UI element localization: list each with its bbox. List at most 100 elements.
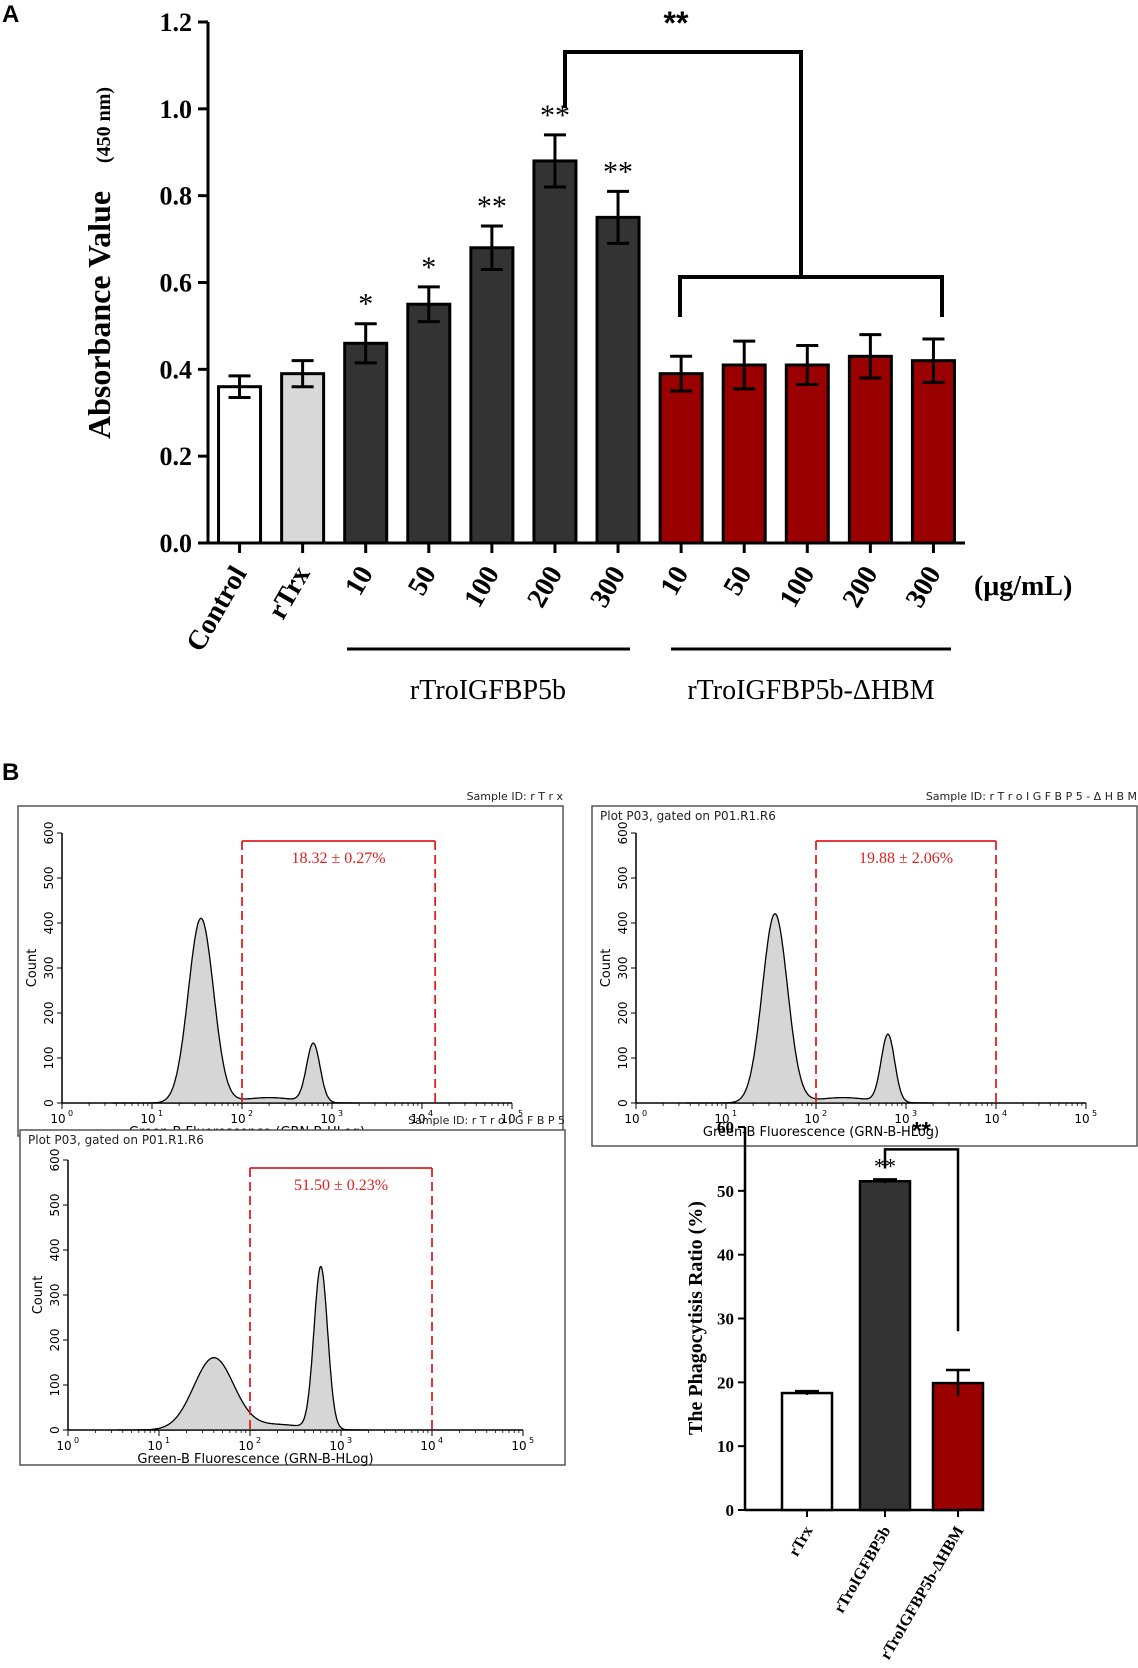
hist-x-tick-exponent: 1 xyxy=(165,1436,170,1445)
a-x-tick-label: 200 xyxy=(837,561,885,613)
a-bar xyxy=(280,372,326,545)
hist-y-label: Count xyxy=(25,949,40,988)
group2-label: rTroIGFBP5b-ΔHBM xyxy=(687,675,934,706)
hist-curve xyxy=(685,913,933,1104)
a-y-tick-label: 0.0 xyxy=(160,529,193,558)
hist-x-tick-label: 10 xyxy=(147,1439,162,1453)
hist-y-tick-label: 600 xyxy=(616,822,630,845)
hist-x-tick-label: 10 xyxy=(420,1439,435,1453)
hist-x-tick-label: 10 xyxy=(50,1112,65,1126)
hist-x-tick-exponent: 4 xyxy=(428,1109,433,1118)
histogram-rtrx: Sample ID: r T r x0100200300400500600Cou… xyxy=(17,790,564,1140)
hist-x-tick-exponent: 0 xyxy=(642,1109,647,1118)
a-bar xyxy=(721,363,767,545)
hist-x-tick-label: 10 xyxy=(984,1112,999,1126)
hist-x-tick-label: 10 xyxy=(410,1112,425,1126)
hist-y-tick-label: 400 xyxy=(616,912,630,935)
a-bar xyxy=(469,246,515,545)
b-bar xyxy=(931,1381,985,1512)
a-x-tick-label: 50 xyxy=(717,561,758,601)
hist-x-tick-label: 10 xyxy=(56,1439,71,1453)
hist-x-tick-label: 10 xyxy=(238,1439,253,1453)
hist-x-label: Green-B Fluorescence (GRN-B-HLog) xyxy=(703,1125,939,1140)
a-significance: * xyxy=(358,288,373,321)
a-x-tick-label: 50 xyxy=(402,561,443,601)
a-bar xyxy=(847,354,893,545)
b-y-tick-label: 20 xyxy=(717,1373,734,1392)
a-bar xyxy=(217,385,263,545)
hist-x-tick-exponent: 0 xyxy=(68,1109,73,1118)
hist-gate-text: Plot P03, gated on P01.R1.R6 xyxy=(600,809,776,823)
hist-y-tick-label: 500 xyxy=(616,867,630,890)
hist-y-tick-label: 100 xyxy=(616,1047,630,1070)
hist-x-tick-exponent: 3 xyxy=(912,1109,917,1118)
hist-gate-text: Plot P03, gated on P01.R1.R6 xyxy=(28,1133,204,1147)
hist-x-tick-exponent: 2 xyxy=(822,1109,827,1118)
hist-y-label: Count xyxy=(599,949,614,988)
hist-x-tick-exponent: 5 xyxy=(529,1436,534,1445)
hist-x-tick-exponent: 1 xyxy=(732,1109,737,1118)
hist-curve xyxy=(118,1265,369,1431)
hist-frame xyxy=(17,805,564,1137)
hist-x-tick-label: 10 xyxy=(511,1439,526,1453)
b-bar xyxy=(780,1391,834,1512)
a-x-tick-label: 200 xyxy=(521,561,569,613)
histogram-rtroigfbp5-dhbm: Sample ID: r T r o I G F B P 5 - Δ H B M… xyxy=(591,790,1138,1147)
hist-x-tick-label: 10 xyxy=(714,1112,729,1126)
a-x-tick-label: 100 xyxy=(458,561,506,613)
b-y-tick-label: 40 xyxy=(717,1246,734,1265)
hist-x-tick-label: 10 xyxy=(230,1112,245,1126)
a-bar xyxy=(658,372,704,545)
hist-sample-id: Sample ID: r T r x xyxy=(467,790,564,803)
b-y-tick-label: 50 xyxy=(717,1182,734,1201)
a-y-tick-label: 0.8 xyxy=(160,182,193,211)
a-y-tick-label: 1.0 xyxy=(160,95,193,124)
hist-y-tick-label: 400 xyxy=(42,912,56,935)
hist-x-tick-exponent: 0 xyxy=(74,1436,79,1445)
hist-x-tick-exponent: 2 xyxy=(256,1436,261,1445)
a-x-tick-label: Control xyxy=(180,561,253,657)
hist-x-tick-label: 10 xyxy=(140,1112,155,1126)
hist-frame xyxy=(591,805,1138,1147)
hist-sample-id: Sample ID: r T r o I G F B P 5 - Δ H B M xyxy=(926,790,1137,803)
hist-frame xyxy=(19,1129,566,1466)
hist-y-tick-label: 300 xyxy=(48,1284,62,1307)
panel-a-ylabel-unit: (450 nm) xyxy=(93,87,115,163)
a-x-tick-label: 300 xyxy=(584,561,632,613)
b-y-tick-label: 10 xyxy=(717,1437,734,1456)
hist-y-tick-label: 200 xyxy=(42,1002,56,1025)
hist-y-tick-label: 200 xyxy=(48,1329,62,1352)
hist-y-tick-label: 0 xyxy=(616,1099,630,1107)
a-bar xyxy=(595,215,641,545)
hist-x-label: Green-B Fluorescence (GRN-B-HLog) xyxy=(137,1452,373,1467)
a-x-tick-label: 10 xyxy=(339,561,380,601)
hist-x-tick-exponent: 2 xyxy=(248,1109,253,1118)
b-x-tick-label: rTroIGFBP5b xyxy=(831,1523,894,1616)
hist-gate-percent: 18.32 ± 0.27% xyxy=(292,850,386,867)
a-significance: * xyxy=(421,251,436,284)
hist-x-tick-label: 10 xyxy=(894,1112,909,1126)
hist-y-tick-label: 600 xyxy=(42,822,56,845)
hist-curve xyxy=(111,917,359,1104)
hist-y-tick-label: 0 xyxy=(42,1099,56,1107)
hist-x-tick-exponent: 5 xyxy=(518,1109,523,1118)
panel-a-ylabel-main: Absorbance Value xyxy=(81,191,117,439)
panel-b-label: B xyxy=(2,759,19,786)
a-x-tick-label: 300 xyxy=(900,561,948,613)
b-y-tick-label: 60 xyxy=(717,1118,734,1137)
a-x-tick-label: rTrx xyxy=(262,561,317,625)
hist-x-tick-label: 10 xyxy=(500,1112,515,1126)
hist-x-tick-exponent: 3 xyxy=(347,1436,352,1445)
significance-bracket-a xyxy=(563,50,944,317)
a-y-tick-label: 0.6 xyxy=(160,269,193,298)
panel-a-chart: 0.0 0.2 0.4 0.6 0.8 1.0 1.2 Control rTrx * 10 * 50 **… xyxy=(160,8,965,657)
a-y-tick-label: 0.4 xyxy=(160,355,193,384)
hist-y-tick-label: 100 xyxy=(48,1374,62,1397)
a-x-tick-label: 10 xyxy=(654,561,695,601)
histogram-rtroigfbp5: Sample ID: r T r o I G F B P 5 Plot P03, … xyxy=(19,1114,566,1467)
panel-a-label: A xyxy=(2,1,19,28)
a-bar xyxy=(343,341,389,545)
b-x-tick-label: rTroIGFBP5b-ΔHBM xyxy=(877,1524,967,1663)
hist-y-tick-label: 300 xyxy=(42,957,56,980)
